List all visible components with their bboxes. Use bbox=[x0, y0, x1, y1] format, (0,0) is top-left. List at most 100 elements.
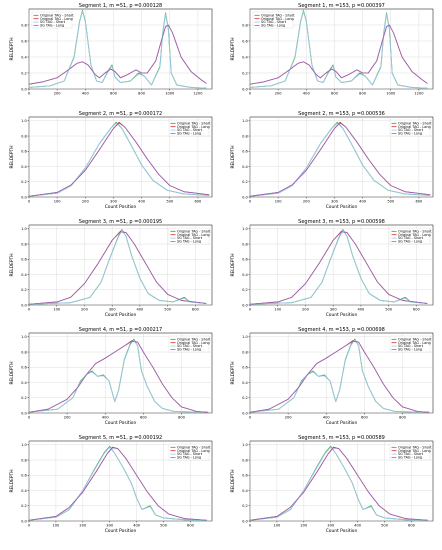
x-tick-label: 300 bbox=[327, 524, 335, 528]
chart-panel-5: 0 100 200 300 400 500 600 0.0 0.2 0.4 0.6 0.8 1.0 Seg… bbox=[9, 219, 213, 318]
x-tick-label: 0 bbox=[28, 524, 31, 528]
series-line-sg-tag-short bbox=[28, 10, 207, 89]
y-tick-label: 0.6 bbox=[242, 39, 248, 43]
y-tick-label: 1.0 bbox=[242, 335, 248, 339]
legend-entry: SG TAG - Long bbox=[177, 456, 201, 460]
y-tick-label: 1.0 bbox=[21, 335, 27, 339]
legend-entry: Original TAG - Short bbox=[40, 13, 74, 17]
x-axis-label: Count Position bbox=[105, 204, 137, 210]
legend-box bbox=[31, 11, 73, 29]
legend-entry: SG TAG - Long bbox=[398, 456, 422, 460]
x-tick-label: 300 bbox=[106, 524, 114, 528]
legend-entry: Original TAG - Long bbox=[40, 17, 73, 21]
legend-box bbox=[168, 227, 210, 245]
legend-entry: SG TAG - Short bbox=[177, 452, 203, 456]
legend-entry: Original TAG - Long bbox=[398, 233, 431, 237]
chart-panel-4: 0 100 200 300 400 500 600 0.0 0.2 0.4 0.6 0.8 1.0 Seg… bbox=[230, 111, 434, 210]
x-tick-label: 200 bbox=[275, 92, 283, 96]
y-tick-label: 0.2 bbox=[21, 504, 27, 508]
x-tick-label: 600 bbox=[331, 92, 339, 96]
x-tick-label: 500 bbox=[166, 200, 174, 204]
y-tick-label: 0.8 bbox=[242, 458, 248, 462]
legend-entry: SG TAG - Long bbox=[398, 132, 422, 136]
y-tick-label: 0.4 bbox=[21, 489, 27, 493]
x-tick-label: 0 bbox=[249, 308, 252, 312]
x-tick-label: 300 bbox=[331, 200, 339, 204]
x-tick-label: 600 bbox=[415, 200, 423, 204]
legend-box bbox=[389, 227, 431, 245]
series-line-sg-tag-short bbox=[249, 229, 428, 305]
x-tick-label: 500 bbox=[381, 524, 389, 528]
y-tick-label: 0.2 bbox=[242, 288, 248, 292]
legend-entry: SG TAG - Short bbox=[261, 20, 287, 24]
y-tick-label: 0.6 bbox=[21, 150, 27, 154]
y-axis-label: RELDEPTH bbox=[230, 37, 236, 60]
legend-entry: Original TAG - Long bbox=[398, 341, 431, 345]
legend-entry: SG TAG - Long bbox=[261, 24, 285, 28]
x-tick-label: 600 bbox=[140, 416, 148, 420]
legend-box bbox=[389, 335, 431, 353]
legend-entry: SG TAG - Long bbox=[398, 240, 422, 244]
legend-entry: Original TAG - Short bbox=[177, 229, 211, 233]
chart-title: Segment 4, m =51, p =0.000217 bbox=[79, 327, 162, 333]
x-axis-label: Count Position bbox=[105, 528, 137, 534]
legend-entry: SG TAG - Short bbox=[177, 344, 203, 348]
x-tick-label: 400 bbox=[323, 416, 331, 420]
x-tick-label: 100 bbox=[274, 308, 282, 312]
y-tick-label: 0.8 bbox=[242, 23, 248, 27]
y-tick-label: 0.0 bbox=[242, 87, 248, 91]
y-tick-label: 0.8 bbox=[21, 458, 27, 462]
series-line-sg-tag-short bbox=[249, 10, 428, 89]
y-tick-label: 0.4 bbox=[242, 165, 248, 169]
x-tick-label: 100 bbox=[52, 524, 60, 528]
series-line-sg-tag-long bbox=[28, 447, 207, 521]
y-axis-label: RELDEPTH bbox=[230, 361, 236, 384]
x-axis-label: Count Position bbox=[105, 312, 137, 318]
x-tick-label: 200 bbox=[64, 416, 72, 420]
x-axis-label: Count Position bbox=[105, 420, 137, 426]
chart-title: Segment 4, m =153, p =0.000698 bbox=[298, 327, 385, 333]
legend-entry: Original TAG - Long bbox=[261, 17, 294, 21]
legend-box bbox=[389, 443, 431, 461]
legend-box bbox=[252, 11, 294, 29]
x-tick-label: 600 bbox=[408, 524, 416, 528]
legend-entry: SG TAG - Short bbox=[177, 128, 203, 132]
y-tick-label: 0.8 bbox=[21, 242, 27, 246]
legend-entry: Original TAG - Short bbox=[398, 121, 432, 125]
legend-entry: Original TAG - Long bbox=[398, 125, 431, 129]
chart-title: Segment 2, m =51, p =0.000172 bbox=[79, 111, 162, 117]
series-line-sg-tag-long bbox=[28, 340, 209, 413]
y-tick-label: 0.2 bbox=[242, 396, 248, 400]
chart-panel-8: 0 200 400 600 800 0.0 0.2 0.4 0.6 0.8 1.0 Segment 4… bbox=[230, 327, 434, 426]
chart-title: Segment 3, m =153, p =0.000598 bbox=[298, 219, 385, 225]
y-axis-label: RELDEPTH bbox=[230, 253, 236, 276]
x-tick-label: 600 bbox=[361, 416, 369, 420]
y-tick-label: 0.8 bbox=[21, 23, 27, 27]
y-axis-label: RELDEPTH bbox=[9, 145, 15, 168]
legend-box bbox=[168, 443, 210, 461]
legend-box bbox=[168, 335, 210, 353]
legend-entry: Original TAG - Long bbox=[177, 341, 210, 345]
chart-panel-7: 0 200 400 600 800 0.0 0.2 0.4 0.6 0.8 1.0 Segment 4… bbox=[9, 327, 213, 426]
x-tick-label: 400 bbox=[357, 308, 365, 312]
y-tick-label: 0.4 bbox=[21, 273, 27, 277]
y-tick-label: 0.4 bbox=[242, 489, 248, 493]
x-tick-label: 200 bbox=[303, 200, 311, 204]
y-tick-label: 0.6 bbox=[21, 39, 27, 43]
y-tick-label: 0.6 bbox=[21, 366, 27, 370]
y-tick-label: 0.6 bbox=[21, 474, 27, 478]
y-tick-label: 0.8 bbox=[242, 350, 248, 354]
x-axis-label: Count Position bbox=[326, 528, 358, 534]
x-tick-label: 600 bbox=[192, 308, 200, 312]
legend-entry: SG TAG - Short bbox=[398, 236, 424, 240]
legend-entry: SG TAG - Short bbox=[398, 344, 424, 348]
x-tick-label: 0 bbox=[28, 200, 31, 204]
y-tick-label: 0.8 bbox=[21, 350, 27, 354]
y-tick-label: 0.6 bbox=[242, 258, 248, 262]
legend-entry: SG TAG - Long bbox=[398, 348, 422, 352]
x-tick-label: 600 bbox=[194, 200, 202, 204]
